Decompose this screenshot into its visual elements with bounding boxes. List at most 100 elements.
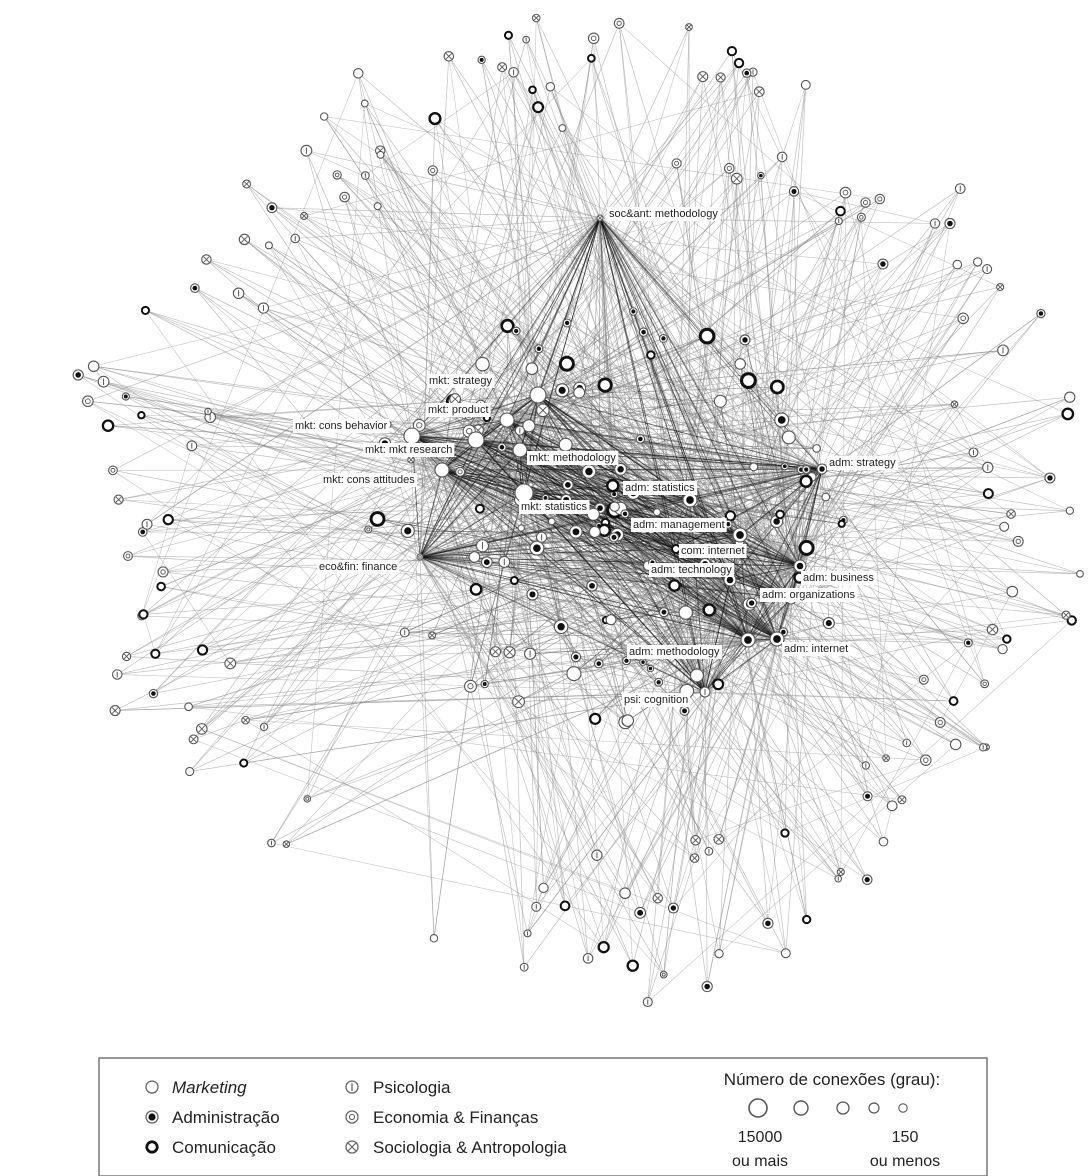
network-node-administracao bbox=[774, 412, 790, 428]
network-edge bbox=[821, 223, 936, 470]
network-node-sociologia bbox=[195, 723, 208, 735]
network-edge bbox=[194, 287, 521, 451]
network-edge bbox=[441, 50, 733, 471]
node-label-background bbox=[622, 693, 691, 707]
node-label-adm_business: adm: business bbox=[801, 571, 877, 585]
node-label-text: adm: internet bbox=[784, 643, 848, 655]
network-node-psicologia bbox=[954, 183, 966, 194]
network-edge bbox=[246, 183, 691, 501]
network-node-marketing bbox=[972, 257, 983, 267]
node-label-psi_cognition: psi: cognition bbox=[622, 693, 691, 707]
network-edge bbox=[643, 178, 737, 333]
network-node-administracao bbox=[646, 664, 655, 673]
network-node-comunicacao bbox=[474, 503, 485, 514]
network-node-economia bbox=[303, 794, 312, 803]
network-edge bbox=[441, 23, 620, 471]
network-edge bbox=[519, 261, 978, 451]
network-node-marketing bbox=[1076, 569, 1084, 578]
network-edge bbox=[627, 639, 749, 721]
network-edge bbox=[799, 217, 862, 567]
network-edge bbox=[419, 556, 598, 856]
network-node-marketing bbox=[376, 150, 385, 159]
network-edge bbox=[747, 639, 884, 842]
network-node-economia bbox=[364, 525, 373, 534]
network-node-economia bbox=[839, 186, 852, 199]
network-edge bbox=[193, 449, 521, 740]
network-node-comunicacao bbox=[137, 411, 146, 420]
network-node-comunicacao bbox=[532, 101, 545, 114]
network-edge bbox=[441, 449, 521, 471]
network-node-administracao bbox=[1036, 308, 1046, 319]
network-node-administracao bbox=[593, 658, 604, 669]
network-edge bbox=[704, 268, 988, 693]
network-node-comunicacao bbox=[1066, 615, 1077, 626]
network-edge bbox=[739, 534, 801, 567]
network-edge bbox=[506, 419, 525, 494]
network-node-comunicacao bbox=[558, 355, 575, 372]
network-edge bbox=[535, 691, 706, 908]
node-label-adm_technology: adm: technology bbox=[649, 563, 735, 577]
network-node-marketing bbox=[619, 887, 631, 900]
network-node-administracao bbox=[762, 917, 774, 929]
network-node-economia bbox=[463, 679, 477, 693]
network-edge bbox=[865, 223, 951, 766]
network-edge bbox=[747, 268, 988, 641]
node-label-mkt_statistics: mkt: statistics bbox=[519, 500, 590, 514]
network-edge bbox=[306, 103, 366, 799]
network-edge bbox=[689, 77, 721, 501]
legend-item-administracao: Administração bbox=[145, 1108, 280, 1127]
network-edge bbox=[304, 215, 964, 319]
network-edge bbox=[146, 58, 592, 525]
network-edge bbox=[599, 217, 925, 680]
network-node-sociologia bbox=[996, 282, 1005, 292]
network-edge bbox=[433, 419, 508, 939]
network-edge bbox=[519, 217, 601, 451]
network-edge bbox=[508, 35, 601, 219]
network-node-economia bbox=[920, 754, 932, 766]
network-node-marketing bbox=[1065, 506, 1075, 515]
legend: Marketing Administração Comunicação Psic… bbox=[98, 1057, 988, 1176]
degree-circle-medium bbox=[836, 1101, 850, 1115]
network-edge bbox=[103, 381, 749, 641]
network-node-comunicacao bbox=[733, 57, 745, 69]
network-edge bbox=[675, 468, 823, 550]
network-node-psicologia bbox=[902, 738, 912, 748]
network-node-marketing bbox=[689, 668, 704, 683]
network-edge bbox=[523, 492, 665, 975]
network-node-economia bbox=[455, 466, 466, 477]
network-edge bbox=[410, 459, 435, 939]
network-node-sociologia bbox=[512, 695, 525, 709]
network-node-administracao bbox=[877, 258, 889, 270]
network-node-sociologia bbox=[652, 892, 664, 904]
network-node-psicologia bbox=[267, 838, 276, 848]
node-label-mkt_mkt_research: mkt: mkt research bbox=[363, 443, 455, 457]
network-edge bbox=[194, 287, 685, 712]
network-node-comunicacao bbox=[597, 940, 610, 954]
network-edge bbox=[504, 561, 792, 600]
network-node-sociologia bbox=[443, 50, 455, 62]
network-edge bbox=[790, 261, 978, 600]
network-node-sociologia bbox=[753, 86, 765, 98]
network-node-psicologia bbox=[508, 66, 519, 78]
network-edge bbox=[168, 424, 387, 520]
network-node-administracao bbox=[581, 464, 597, 479]
network-edge bbox=[441, 469, 749, 641]
network-edge bbox=[647, 468, 823, 1003]
node-label-adm_methodology: adm: methodology bbox=[627, 645, 722, 659]
network-node-comunicacao bbox=[503, 30, 514, 40]
network-node-marketing bbox=[780, 948, 791, 959]
network-edge bbox=[108, 425, 385, 444]
network-edge bbox=[799, 264, 958, 567]
node-label-text: mkt: strategy bbox=[429, 375, 492, 387]
network-node-administracao bbox=[562, 479, 574, 491]
network-node-marketing bbox=[517, 524, 525, 532]
network-edge bbox=[481, 59, 706, 693]
network-node-administracao bbox=[555, 383, 570, 398]
network-edge bbox=[599, 217, 708, 987]
network-edge bbox=[784, 598, 792, 834]
network-node-economia bbox=[1012, 535, 1024, 547]
network-node-sociologia bbox=[121, 651, 132, 662]
network-edge bbox=[799, 477, 1051, 567]
network-node-marketing bbox=[781, 430, 796, 445]
node-label-text: adm: strategy bbox=[829, 457, 896, 469]
